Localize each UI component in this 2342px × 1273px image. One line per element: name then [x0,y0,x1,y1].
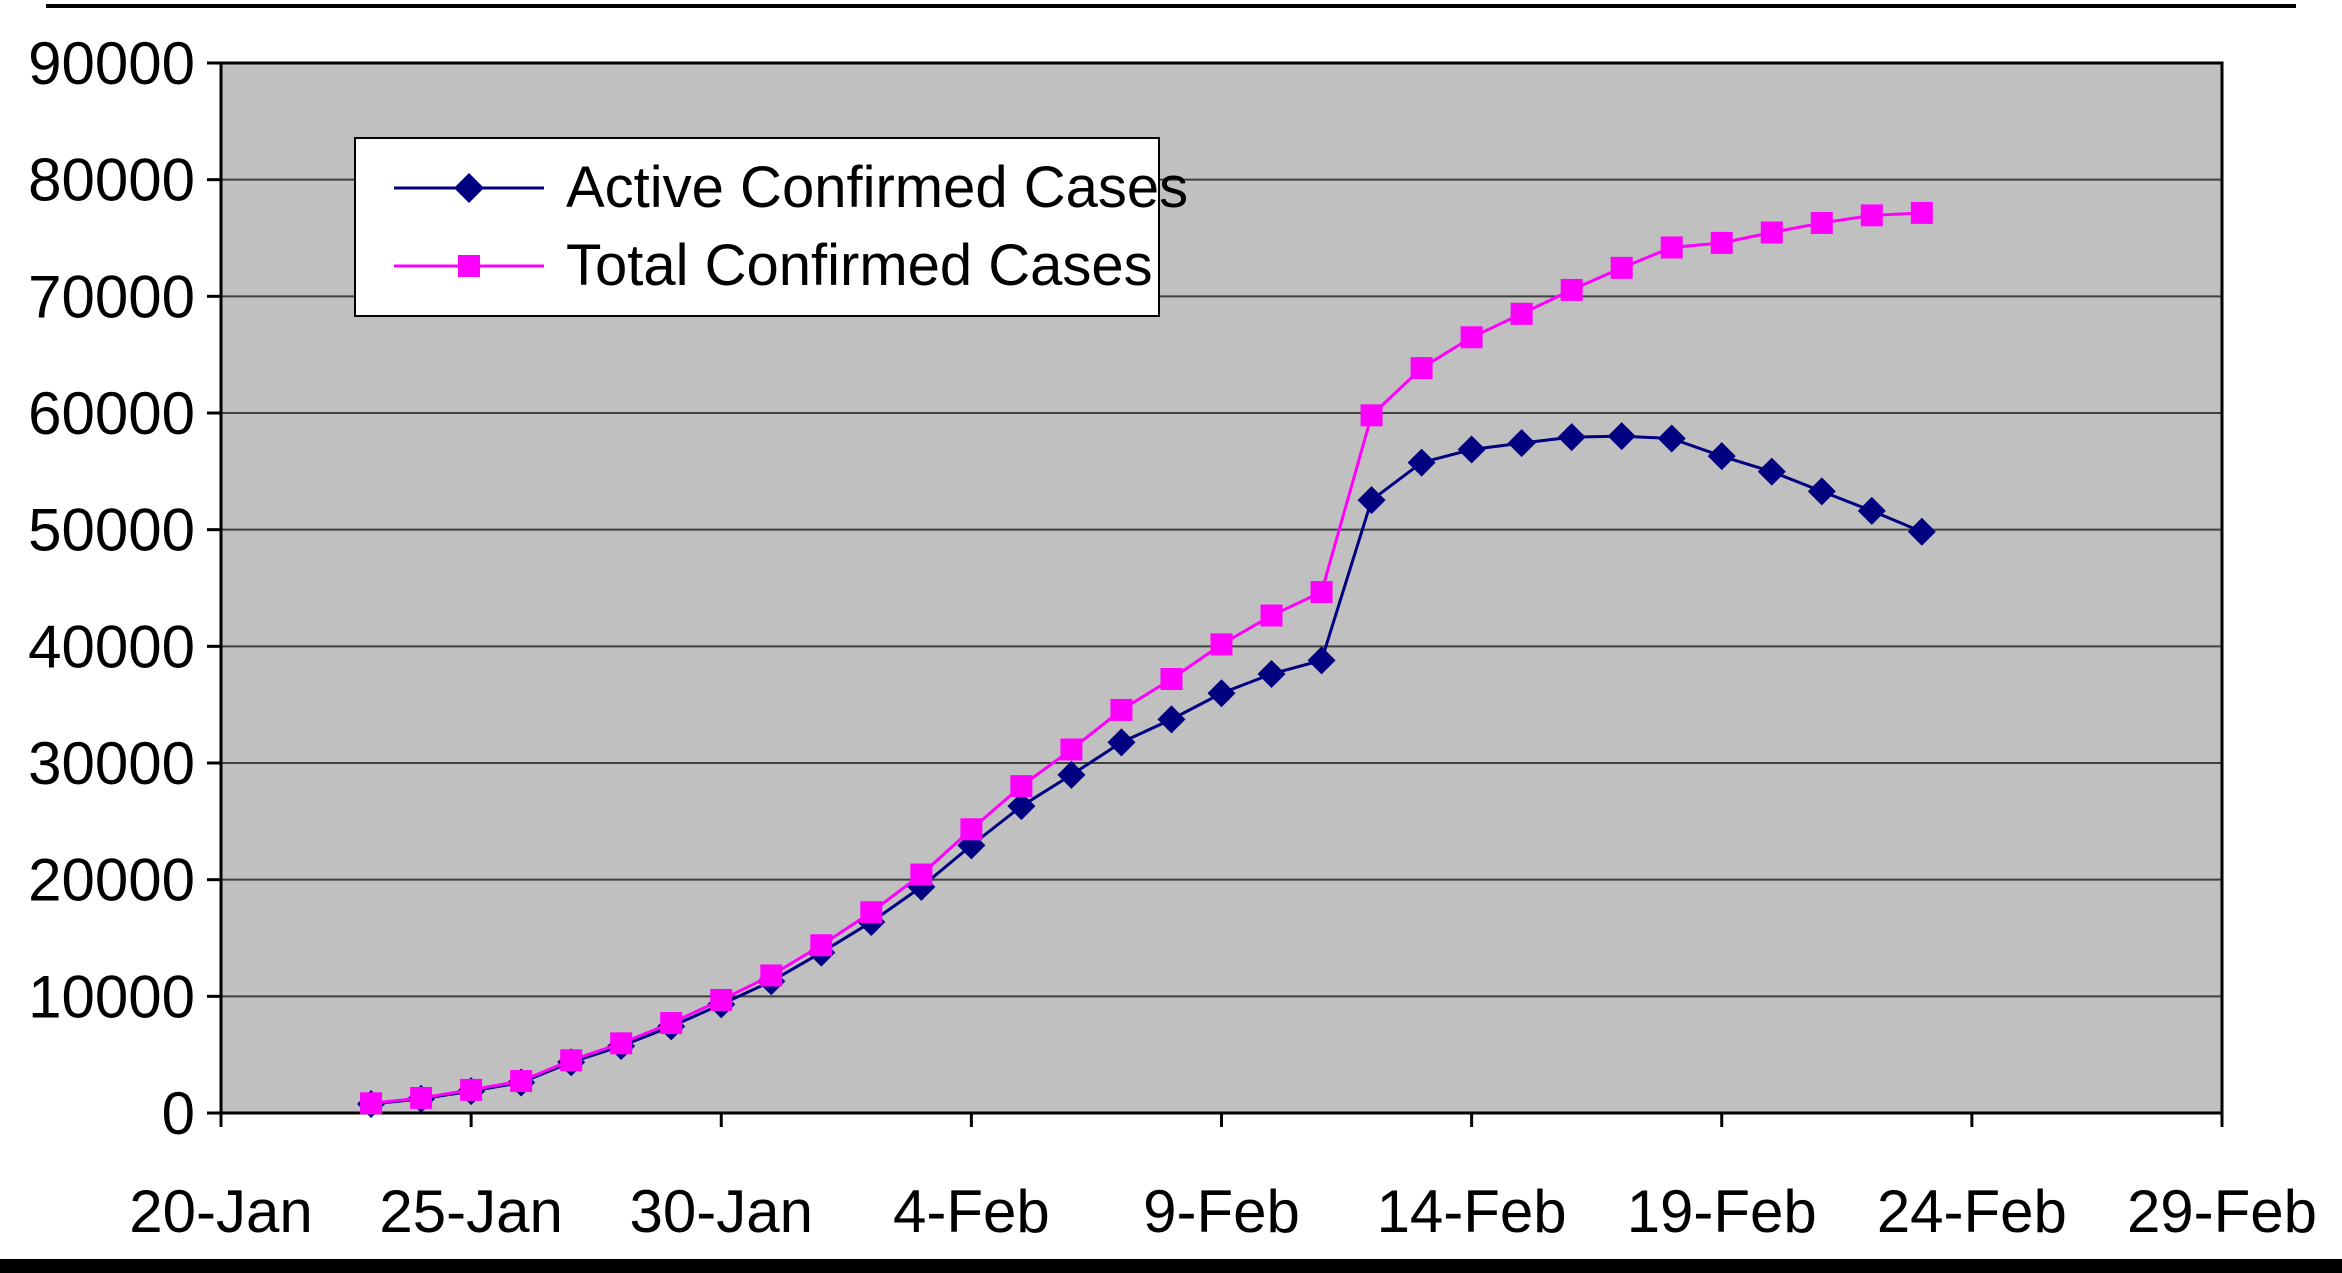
bottom-border-bar [0,1259,2342,1273]
marker-diamond [1357,486,1386,515]
legend: Active Confirmed Cases Total Confirmed C… [354,137,1188,317]
legend-item-active: Active Confirmed Cases [394,159,1188,217]
y-tick-label: 30000 [28,730,195,797]
marker-square [1560,278,1583,301]
marker-square [410,1086,433,1109]
marker-diamond [1257,659,1286,688]
marker-square [1110,698,1133,721]
marker-square [1410,357,1433,380]
marker-square [1910,201,1933,224]
marker-square [1310,581,1333,604]
marker-square [1010,775,1033,798]
marker-diamond [1907,517,1936,546]
marker-square [1810,211,1833,234]
marker-square [1610,256,1633,279]
marker-square [1210,633,1233,656]
x-tick-label: 29-Feb [2127,1178,2317,1245]
marker-square [1510,302,1533,325]
legend-label-active: Active Confirmed Cases [566,155,1189,220]
marker-diamond [1807,477,1836,506]
y-tick-label: 40000 [28,613,195,680]
legend-key-total-icon [394,255,544,277]
y-tick-label: 60000 [28,380,195,447]
y-tick-label: 0 [162,1080,195,1147]
plot-border [219,61,2224,1115]
marker-square [460,1078,483,1101]
marker-square [810,934,833,957]
marker-diamond [1607,422,1636,451]
marker-diamond [1457,435,1486,464]
x-tick-label: 30-Jan [630,1178,813,1245]
marker-square [1260,604,1283,627]
marker-square [1660,236,1683,259]
marker-square [1360,404,1383,427]
marker-diamond [1707,442,1736,471]
marker-square [1710,231,1733,254]
marker-diamond [1057,760,1086,789]
legend-item-total: Total Confirmed Cases [394,237,1158,295]
y-tick-label: 20000 [28,847,195,914]
marker-diamond [1157,705,1186,734]
marker-square [1760,221,1783,244]
marker-diamond [1507,429,1536,458]
marker-diamond [1007,792,1036,821]
y-tick-label: 90000 [28,30,195,97]
marker-diamond [1857,496,1886,525]
marker-square [960,818,983,841]
marker-square [1860,204,1883,227]
marker-square [610,1032,633,1055]
marker-square [1060,738,1083,761]
x-tick-label: 24-Feb [1877,1178,2067,1245]
marker-square [660,1012,683,1035]
top-border-line [46,4,2296,8]
marker-diamond [1657,424,1686,453]
marker-square [860,901,883,924]
y-tick-label: 70000 [28,263,195,330]
marker-diamond [1207,679,1236,708]
x-tick-label: 14-Feb [1377,1178,1567,1245]
legend-label-total: Total Confirmed Cases [566,233,1153,298]
x-tick-label: 19-Feb [1627,1178,1817,1245]
legend-key-active-icon [394,173,544,203]
marker-square [760,964,783,987]
marker-square [910,863,933,886]
marker-diamond [1307,646,1336,675]
y-tick-label: 50000 [28,497,195,564]
marker-square [1460,326,1483,349]
marker-diamond [1557,423,1586,452]
x-tick-label: 25-Jan [379,1178,562,1245]
marker-square [1160,668,1183,690]
marker-square [510,1070,533,1093]
marker-square [560,1049,583,1072]
y-tick-label: 10000 [28,963,195,1030]
x-tick-label: 20-Jan [129,1178,312,1245]
marker-diamond [1407,448,1436,477]
marker-square [710,988,733,1011]
y-tick-label: 80000 [28,147,195,214]
marker-diamond [1757,457,1786,486]
marker-diamond [1107,728,1136,757]
marker-square [360,1092,383,1115]
x-tick-label: 9-Feb [1143,1178,1300,1245]
x-tick-label: 4-Feb [893,1178,1050,1245]
